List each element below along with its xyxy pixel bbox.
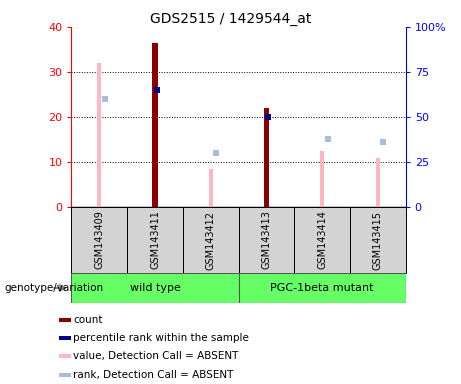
Text: percentile rank within the sample: percentile rank within the sample — [73, 333, 249, 343]
Text: GSM143414: GSM143414 — [317, 210, 327, 270]
Text: GSM143415: GSM143415 — [373, 210, 383, 270]
Bar — [320, 151, 324, 207]
Bar — [59, 354, 71, 358]
Bar — [264, 108, 269, 207]
Text: value, Detection Call = ABSENT: value, Detection Call = ABSENT — [73, 351, 238, 361]
Bar — [152, 43, 158, 207]
Bar — [59, 373, 71, 377]
Text: count: count — [73, 315, 102, 325]
Text: rank, Detection Call = ABSENT: rank, Detection Call = ABSENT — [73, 370, 233, 380]
Bar — [238, 207, 294, 273]
Bar — [127, 207, 183, 273]
Bar — [71, 273, 239, 303]
Text: genotype/variation: genotype/variation — [5, 283, 104, 293]
Bar — [183, 207, 238, 273]
Text: GSM143413: GSM143413 — [261, 210, 272, 270]
Text: GSM143412: GSM143412 — [206, 210, 216, 270]
Bar — [97, 63, 101, 207]
Bar — [376, 158, 380, 207]
Bar — [294, 207, 350, 273]
Text: PGC-1beta mutant: PGC-1beta mutant — [270, 283, 374, 293]
Bar — [71, 207, 127, 273]
Bar — [350, 207, 406, 273]
Bar — [209, 169, 213, 207]
Text: GSM143409: GSM143409 — [95, 210, 104, 270]
Bar — [59, 318, 71, 322]
Text: GSM143411: GSM143411 — [150, 210, 160, 270]
Bar — [59, 336, 71, 340]
Text: wild type: wild type — [130, 283, 180, 293]
Bar — [238, 273, 406, 303]
Text: GDS2515 / 1429544_at: GDS2515 / 1429544_at — [150, 12, 311, 25]
